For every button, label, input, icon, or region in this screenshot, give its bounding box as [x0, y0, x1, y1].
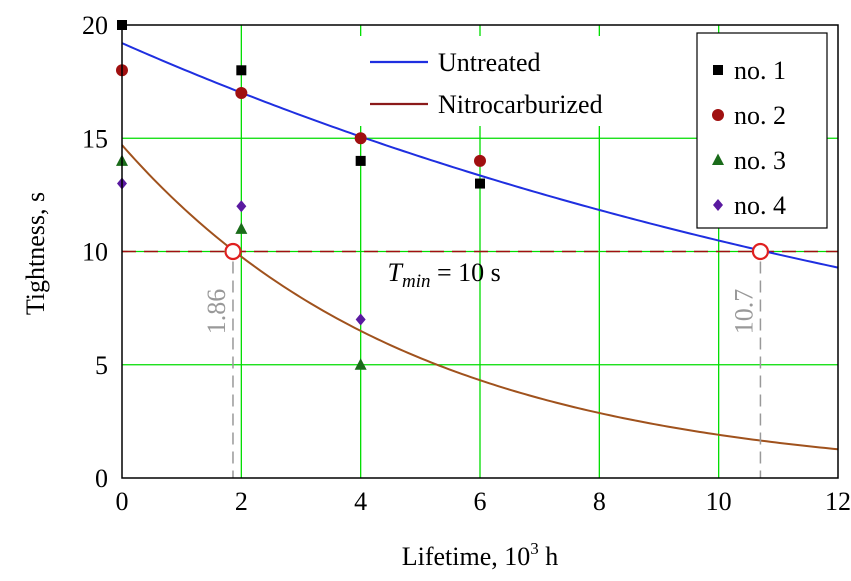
plot-frame: [121, 24, 839, 479]
tick-labels: 0 2 4 6 8 10 12 0 5 10 15 20: [82, 11, 851, 516]
curve-legend: Untreated Nitrocarburized: [360, 36, 690, 126]
marker-legend-symbol-2: [712, 153, 724, 165]
point-no4-1: [236, 200, 247, 213]
y-tick-label-0: 0: [95, 464, 108, 493]
marker-legend-symbol-0: [713, 65, 723, 75]
curve-nitrocarburized: [121, 144, 839, 451]
x-tick-label-8: 8: [593, 487, 606, 516]
x-tick-label-4: 4: [354, 487, 367, 516]
marker-legend: no. 1 no. 2 no. 3 no. 4: [696, 32, 828, 229]
point-no3-2: [354, 358, 367, 370]
marker-legend-label-2: no. 3: [734, 146, 786, 175]
x-axis-title-sup: 3: [530, 539, 539, 558]
point-no3-1: [235, 222, 248, 234]
x-tick-label-12: 12: [825, 487, 851, 516]
y-tick-label-15: 15: [82, 124, 108, 153]
marker-legend-label-0: no. 1: [734, 56, 786, 85]
point-no2-2: [354, 132, 367, 145]
x-tick-label-2: 2: [235, 487, 248, 516]
curve-legend-label-1: Nitrocarburized: [438, 90, 603, 119]
intersection-label-1: 10.7: [729, 289, 758, 335]
x-axis-title-base: Lifetime, 10: [402, 542, 531, 571]
threshold-label: Tmin = 10 s: [388, 258, 501, 292]
marker-legend-symbol-1: [712, 109, 724, 121]
y-axis-title: Tightness, s: [21, 192, 50, 315]
point-no4-2: [355, 313, 366, 326]
intersection-circle-0: [224, 242, 242, 261]
point-no1-3: [475, 178, 485, 189]
marker-legend-symbol-3: [713, 199, 723, 211]
threshold-label-T: T: [388, 258, 404, 287]
x-tick-label-0: 0: [116, 487, 129, 516]
threshold-label-sub: min: [402, 271, 431, 292]
intersection-circle-1: [751, 242, 770, 261]
curve-legend-bg: [360, 36, 690, 126]
x-tick-label-10: 10: [706, 487, 732, 516]
intersection-label-0: 1.86: [202, 289, 231, 335]
x-axis-title: Lifetime, 103 h: [402, 539, 559, 571]
intersection-markers: 1.86 10.7: [202, 242, 770, 478]
point-no1-1: [236, 65, 247, 76]
point-no2-1: [235, 86, 248, 99]
marker-legend-label-3: no. 4: [734, 191, 786, 220]
marker-legend-label-1: no. 2: [734, 101, 786, 130]
point-no2-3: [474, 154, 486, 167]
x-tick-label-6: 6: [474, 487, 487, 516]
point-no1-2: [355, 155, 366, 166]
y-tick-label-10: 10: [82, 238, 108, 267]
threshold-label-rest: = 10 s: [430, 258, 500, 287]
y-tick-label-20: 20: [82, 11, 108, 40]
curve-legend-label-0: Untreated: [438, 48, 541, 77]
x-axis-title-unit: h: [539, 542, 559, 571]
y-tick-label-5: 5: [95, 351, 108, 380]
